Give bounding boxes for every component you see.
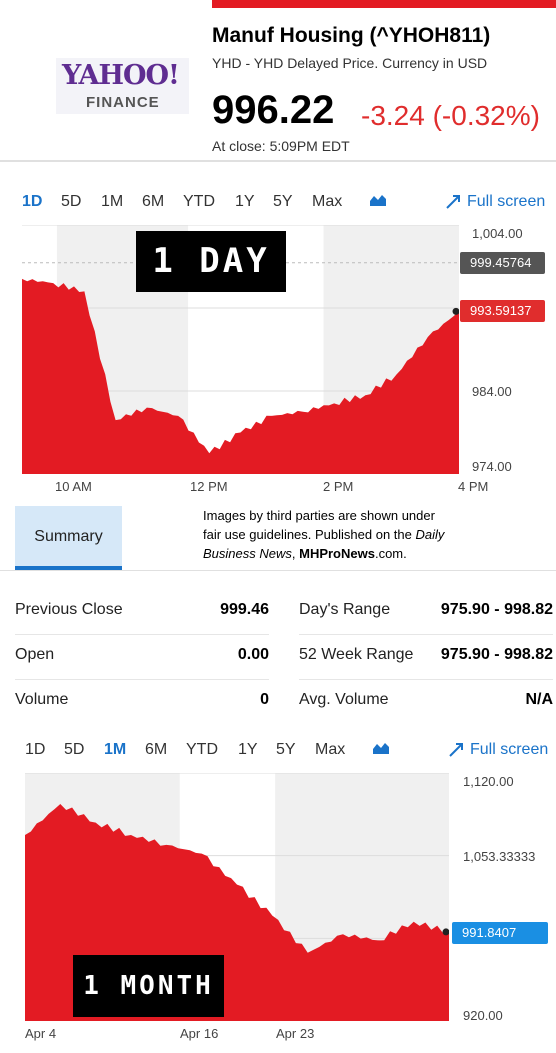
- tab-1d[interactable]: 1D: [22, 193, 43, 210]
- x-tick-10am: 10 AM: [55, 479, 92, 494]
- x-tick-12pm: 12 PM: [190, 479, 228, 494]
- stat-label: Avg. Volume: [299, 691, 389, 708]
- last-price-flag: 993.59137: [460, 300, 545, 322]
- stat-label: Previous Close: [15, 601, 123, 618]
- stat-avg-volume: Avg. Volume N/A: [299, 691, 553, 713]
- day-overlay-label: 1 DAY: [136, 231, 286, 292]
- yahoo-finance-logo[interactable]: YAHOO! FINANCE: [56, 58, 189, 114]
- divider: [15, 679, 269, 680]
- x-tick-apr23: Apr 23: [276, 1026, 315, 1041]
- stat-52-week-range: 52 Week Range 975.90 - 998.82: [299, 646, 553, 668]
- fullscreen-button[interactable]: Full screen: [467, 193, 546, 210]
- range-tabs-day: 1D 5D 1M 6M YTD 1Y 5Y Max Full screen: [0, 193, 556, 217]
- notice-dotcom: .com.: [374, 546, 407, 561]
- tab-1y[interactable]: 1Y: [235, 193, 255, 210]
- tab-ytd[interactable]: YTD: [186, 741, 218, 758]
- y-tick-1053: 1,053.33333: [463, 849, 536, 864]
- logo-subtext: FINANCE: [86, 94, 160, 111]
- expand-arrow-icon[interactable]: [448, 742, 464, 763]
- tab-1m[interactable]: 1M: [101, 193, 124, 210]
- tab-ytd[interactable]: YTD: [183, 193, 215, 210]
- tab-1m[interactable]: 1M: [104, 741, 127, 758]
- tab-1y[interactable]: 1Y: [238, 741, 258, 758]
- notice-sep: ,: [291, 546, 300, 561]
- notice-line-2: fair use guidelines. Published on the Da…: [203, 525, 473, 544]
- logo-text: YAHOO!: [62, 60, 180, 91]
- y-tick-1004: 1,004.00: [472, 226, 523, 241]
- stat-label: Volume: [15, 691, 69, 708]
- quote-title: Manuf Housing (^YHOH811): [212, 24, 491, 47]
- last-price-flag: 991.8407: [452, 922, 548, 944]
- y-tick-984: 984.00: [472, 384, 512, 399]
- range-tabs-month: 1D 5D 1M 6M YTD 1Y 5Y Max Full screen: [0, 741, 556, 765]
- divider: [299, 679, 553, 680]
- fair-use-notice: Images by third parties are shown under …: [203, 506, 473, 563]
- fullscreen-button[interactable]: Full screen: [470, 741, 549, 758]
- x-tick-2pm: 2 PM: [323, 479, 354, 494]
- notice-line-2-text: fair use guidelines. Published on the: [203, 527, 416, 542]
- month-overlay-label: 1 MONTH: [73, 955, 224, 1017]
- stat-open: Open 0.00: [15, 646, 269, 668]
- stat-value: 0.00: [237, 646, 269, 663]
- stat-value: 975.90 - 998.82: [440, 601, 553, 618]
- x-tick-4pm: 4 PM: [458, 479, 489, 494]
- tab-5y[interactable]: 5Y: [273, 193, 293, 210]
- stat-value: N/A: [525, 691, 553, 708]
- last-point-marker: [442, 928, 450, 936]
- stat-value: 0: [260, 691, 269, 708]
- quote-change: -3.24 (-0.32%): [361, 100, 540, 131]
- prev-close-flag: 999.45764: [460, 252, 545, 274]
- tab-1d[interactable]: 1D: [25, 741, 46, 758]
- tab-5y[interactable]: 5Y: [276, 741, 296, 758]
- tab-max[interactable]: Max: [312, 193, 343, 210]
- price-area: [22, 278, 459, 474]
- y-tick-920: 920.00: [463, 1008, 503, 1023]
- divider: [0, 570, 556, 571]
- y-tick-974: 974.00: [472, 459, 512, 474]
- stat-volume: Volume 0: [15, 691, 269, 713]
- tab-5d[interactable]: 5D: [64, 741, 85, 758]
- close-time: At close: 5:09PM EDT: [212, 138, 350, 154]
- stat-value: 975.90 - 998.82: [440, 646, 553, 663]
- tab-summary[interactable]: Summary: [15, 506, 122, 570]
- divider: [15, 634, 269, 635]
- stat-label: Day's Range: [299, 601, 391, 618]
- stat-label: Open: [15, 646, 55, 663]
- tab-5d[interactable]: 5D: [61, 193, 82, 210]
- stat-days-range: Day's Range 975.90 - 998.82: [299, 601, 553, 623]
- divider: [0, 160, 556, 162]
- stat-value: 999.46: [220, 601, 269, 618]
- mountain-chart-icon[interactable]: [372, 741, 390, 760]
- notice-business-news: Business News: [203, 546, 292, 561]
- tab-6m[interactable]: 6M: [145, 741, 168, 758]
- quote-subtitle: YHD - YHD Delayed Price. Currency in USD: [212, 55, 488, 71]
- notice-line-3: Business News, MHProNews.com.: [203, 544, 473, 563]
- mountain-chart-icon[interactable]: [369, 193, 387, 212]
- expand-arrow-icon[interactable]: [445, 194, 461, 215]
- y-tick-1120: 1,120.00: [463, 774, 514, 789]
- last-point-marker: [452, 307, 460, 315]
- notice-line-1: Images by third parties are shown under: [203, 508, 435, 523]
- tab-6m[interactable]: 6M: [142, 193, 165, 210]
- notice-mhpronews: MHProNews: [299, 546, 375, 561]
- x-tick-apr4: Apr 4: [25, 1026, 57, 1041]
- stat-label: 52 Week Range: [299, 646, 414, 663]
- quote-price: 996.22: [212, 88, 335, 132]
- top-accent-bar: [212, 0, 556, 8]
- x-tick-apr16: Apr 16: [180, 1026, 219, 1041]
- divider: [299, 634, 553, 635]
- tab-max[interactable]: Max: [315, 741, 346, 758]
- stat-previous-close: Previous Close 999.46: [15, 601, 269, 623]
- notice-daily: Daily: [415, 527, 445, 542]
